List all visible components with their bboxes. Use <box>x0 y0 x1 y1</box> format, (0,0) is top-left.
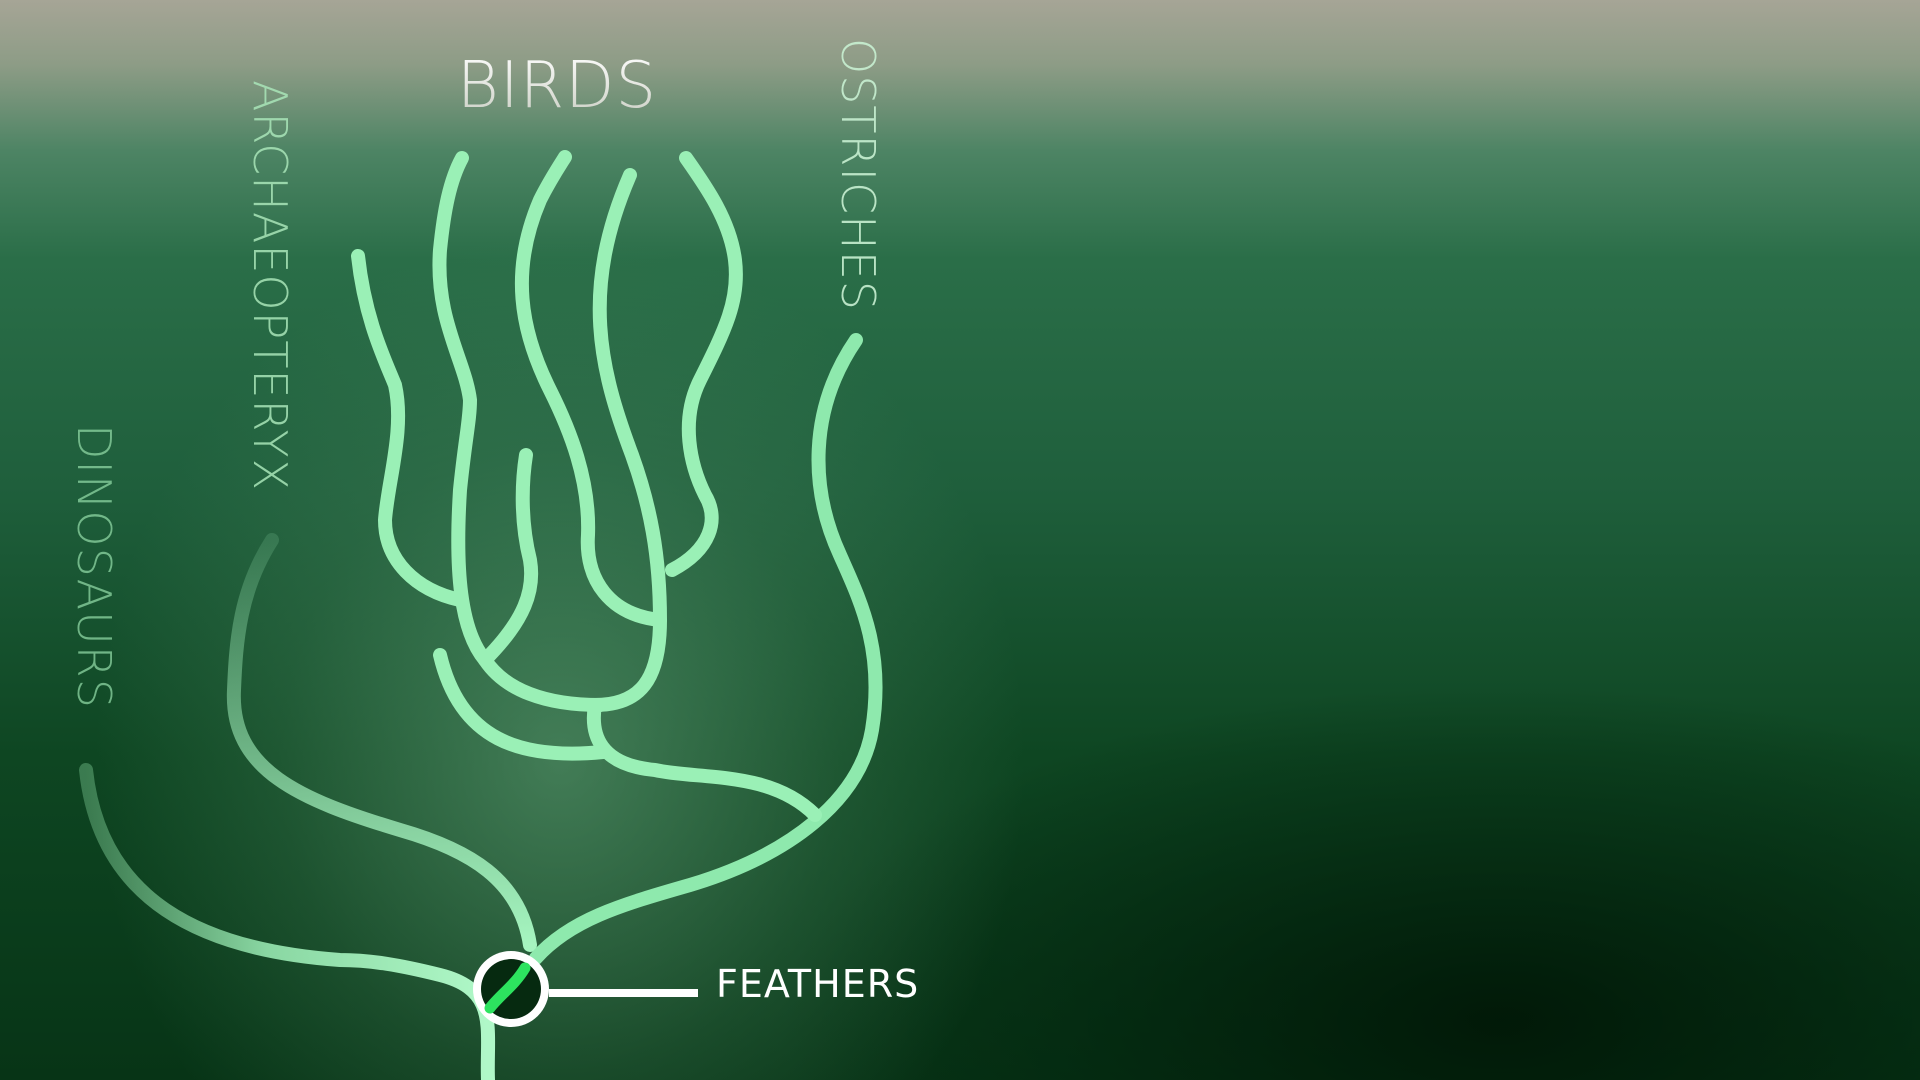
branch-archaeopteryx <box>226 533 537 952</box>
label-archaeopteryx: ARCHAEOPTERYX <box>243 80 297 491</box>
branch-dinosaurs <box>79 763 496 1080</box>
label-feathers: FEATHERS <box>716 962 920 1006</box>
birds-branches <box>351 150 822 822</box>
label-ostriches: OSTRICHES <box>831 38 885 311</box>
branch-main-trunk <box>529 333 883 965</box>
label-dinosaurs: DINOSAURS <box>67 424 121 709</box>
label-birds: BIRDS <box>457 49 657 123</box>
feathers-marker <box>473 951 698 1027</box>
marker-check-icon <box>484 962 531 1014</box>
